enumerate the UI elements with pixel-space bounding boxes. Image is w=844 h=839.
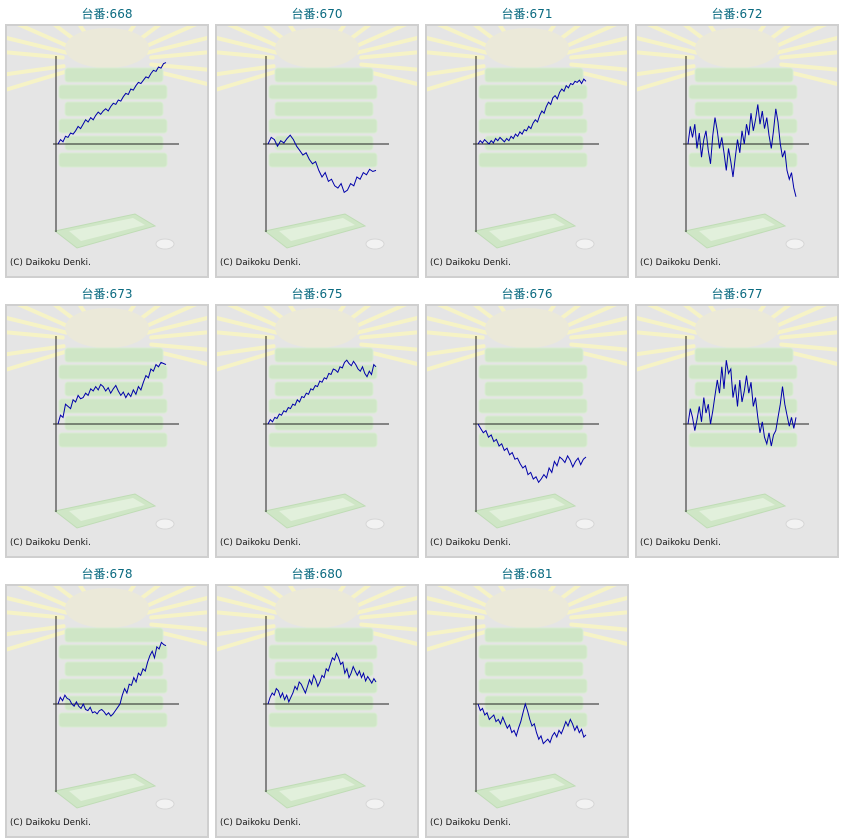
background-illustration [637,26,837,250]
chart-svg [427,306,627,530]
copyright-text: (C) Daikoku Denki. [220,818,301,828]
background-illustration [427,586,627,810]
chart-title: 台番:680 [291,567,343,581]
chart-frame: (C) Daikoku Denki. [215,584,419,838]
chart-frame: (C) Daikoku Denki. [5,24,209,278]
chart-frame: (C) Daikoku Denki. [635,304,839,558]
series-line [267,134,377,194]
background-illustration [7,26,207,250]
chart-panel: 台番:675 (C) Daikoku Denki. [215,282,419,558]
copyright-text: (C) Daikoku Denki. [640,258,721,268]
chart-title: 台番:668 [81,7,133,21]
chart-panel: 台番:671 (C) Daikoku Denki. [425,2,629,278]
chart-frame: (C) Daikoku Denki. [5,584,209,838]
chart-svg [427,26,627,250]
chart-frame: (C) Daikoku Denki. [425,584,629,838]
series-line [57,641,167,717]
chart-panel: 台番:668 (C) Daikoku Denki. [5,2,209,278]
chart-title: 台番:675 [291,287,343,301]
series-line [687,360,797,447]
background-illustration [7,586,207,810]
chart-panel: 台番:672 (C) Daikoku Denki. [635,2,839,278]
copyright-text: (C) Daikoku Denki. [10,258,91,268]
chart-title: 台番:676 [501,287,553,301]
chart-frame: (C) Daikoku Denki. [425,24,629,278]
background-illustration [217,306,417,530]
chart-frame: (C) Daikoku Denki. [5,304,209,558]
chart-panel: 台番:673 (C) Daikoku Denki. [5,282,209,558]
chart-title: 台番:670 [291,7,343,21]
chart-panel: 台番:677 (C) Daikoku Denki. [635,282,839,558]
chart-svg [217,26,417,250]
background-illustration [217,26,417,250]
chart-frame: (C) Daikoku Denki. [215,24,419,278]
series-line [57,361,167,425]
chart-svg [7,586,207,810]
copyright-text: (C) Daikoku Denki. [430,818,511,828]
chart-panel: 台番:676 (C) Daikoku Denki. [425,282,629,558]
background-illustration [7,306,207,530]
chart-title: 台番:677 [711,287,763,301]
background-illustration [217,586,417,810]
chart-svg [7,306,207,530]
copyright-text: (C) Daikoku Denki. [430,258,511,268]
chart-frame: (C) Daikoku Denki. [635,24,839,278]
chart-title: 台番:672 [711,7,763,21]
chart-panel: 台番:670 (C) Daikoku Denki. [215,2,419,278]
copyright-text: (C) Daikoku Denki. [10,818,91,828]
chart-title: 台番:678 [81,567,133,581]
chart-title: 台番:671 [501,7,553,21]
series-line [687,104,797,197]
chart-panel: 台番:680 (C) Daikoku Denki. [215,562,419,838]
series-line [477,702,587,745]
series-line [267,359,377,425]
series-line [57,62,167,145]
chart-frame: (C) Daikoku Denki. [425,304,629,558]
chart-panel: 台番:678 (C) Daikoku Denki. [5,562,209,838]
series-line [267,652,377,705]
copyright-text: (C) Daikoku Denki. [220,258,301,268]
chart-panel: 台番:681 (C) Daikoku Denki. [425,562,629,838]
copyright-text: (C) Daikoku Denki. [10,538,91,548]
chart-title: 台番:681 [501,567,553,581]
chart-svg [217,306,417,530]
background-illustration [427,306,627,530]
background-illustration [427,26,627,250]
chart-svg [637,26,837,250]
chart-svg [7,26,207,250]
background-illustration [637,306,837,530]
chart-title: 台番:673 [81,287,133,301]
chart-svg [217,586,417,810]
chart-svg [427,586,627,810]
series-line [477,423,587,484]
series-line [477,78,587,145]
copyright-text: (C) Daikoku Denki. [220,538,301,548]
chart-svg [637,306,837,530]
copyright-text: (C) Daikoku Denki. [430,538,511,548]
copyright-text: (C) Daikoku Denki. [640,538,721,548]
chart-frame: (C) Daikoku Denki. [215,304,419,558]
